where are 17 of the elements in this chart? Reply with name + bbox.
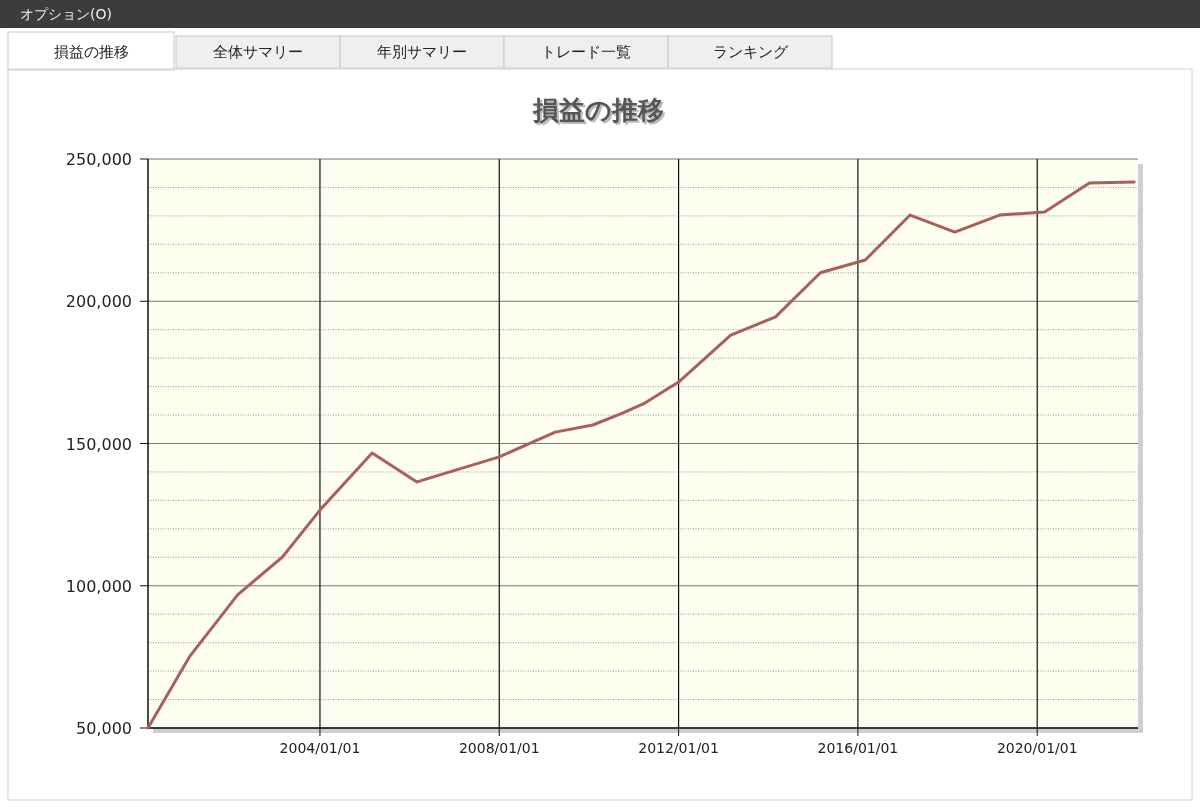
text: 全体サマリー: [213, 43, 303, 61]
x-tick-label: 2004/01/01: [279, 740, 361, 756]
y-tick-label: 250,000: [65, 150, 132, 169]
y-tick-label: 100,000: [65, 576, 132, 596]
x-tick-label: 2020/01/01: [996, 740, 1078, 756]
y-tick-label: 150,000: [65, 434, 132, 454]
text: 年別サマリー: [377, 43, 467, 61]
chart-title: 損益の推移: [531, 95, 664, 125]
y-tick-label: 200,000: [65, 292, 132, 312]
x-tick-label: 2008/01/01: [458, 740, 540, 756]
text: ランキング: [712, 43, 789, 61]
text: トレード一覧: [541, 43, 631, 61]
text: 損益の推移: [53, 43, 129, 61]
x-tick-label: 2016/01/01: [817, 740, 899, 756]
y-tick-label: 50,000: [76, 719, 132, 738]
x-tick-label: 2012/01/01: [638, 740, 719, 756]
text: オプション(O): [20, 6, 112, 22]
